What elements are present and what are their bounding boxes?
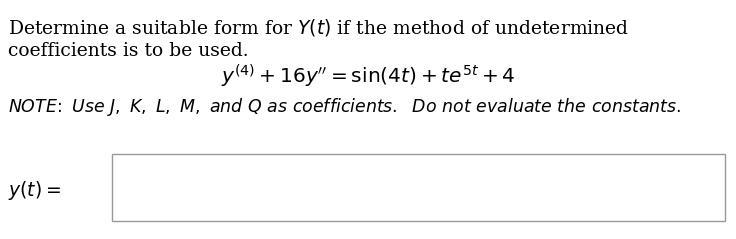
Text: $y^{(4)} + 16y'' = \sin(4t) + te^{5t} + 4$: $y^{(4)} + 16y'' = \sin(4t) + te^{5t} + … [221,63,515,90]
Text: $y(t) =$: $y(t) =$ [8,179,61,202]
FancyBboxPatch shape [112,154,725,221]
Text: coefficients is to be used.: coefficients is to be used. [8,42,249,60]
Text: $\mathit{NOTE\!:}$ $\mathit{Use\ J,\ K,\ L,\ M,\ and\ Q\ as\ coefficients.}$  $\: $\mathit{NOTE\!:}$ $\mathit{Use\ J,\ K,\… [8,96,682,118]
Text: Determine a suitable form for $Y(t)$ if the method of undetermined: Determine a suitable form for $Y(t)$ if … [8,17,629,38]
